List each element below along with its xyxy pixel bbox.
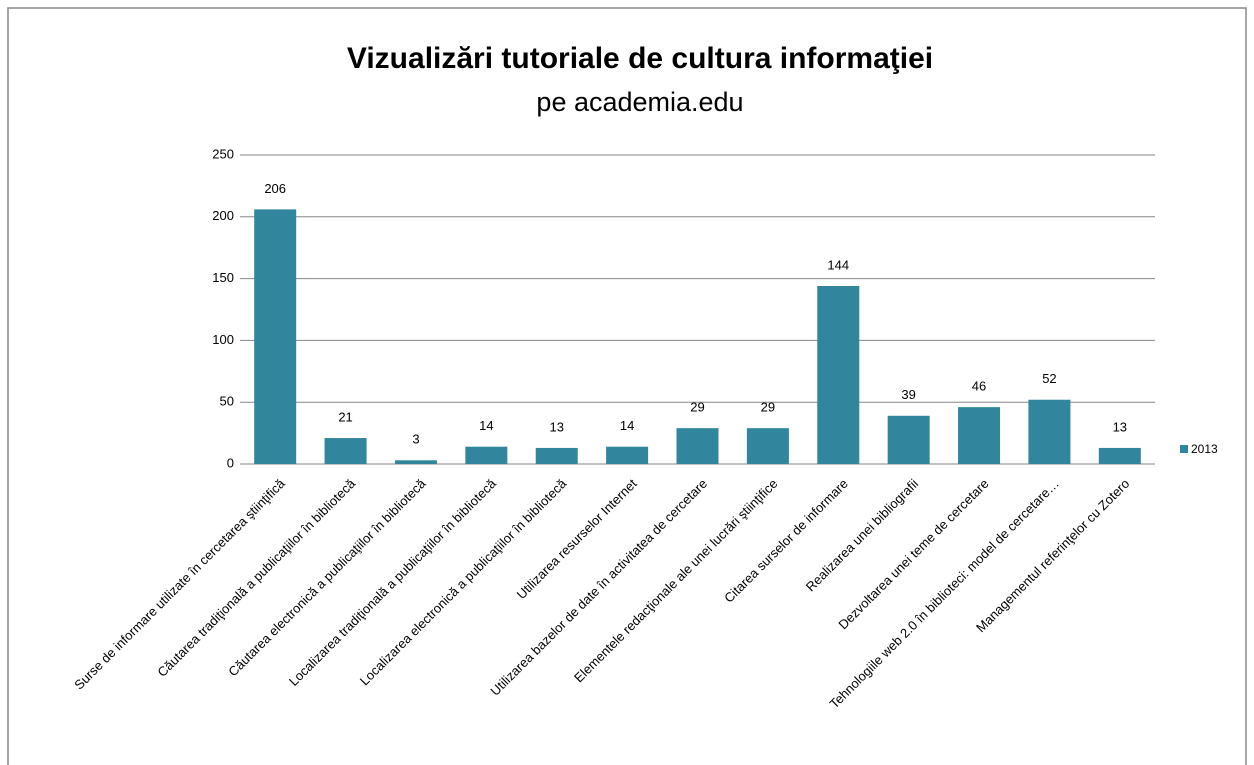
bar (1028, 399, 1071, 464)
value-label: 52 (1042, 371, 1056, 386)
value-label: 21 (338, 409, 352, 424)
bar (817, 286, 860, 464)
value-label: 39 (901, 387, 915, 402)
value-label: 144 (827, 257, 849, 272)
value-label: 13 (549, 419, 563, 434)
y-tick-label: 0 (227, 455, 234, 470)
bar (746, 428, 789, 464)
y-tick-label: 150 (212, 270, 234, 285)
value-label: 3 (412, 432, 419, 447)
bar (254, 209, 297, 464)
bar (606, 446, 649, 464)
bar (465, 446, 508, 464)
value-label: 29 (690, 400, 704, 415)
chart-subtitle: pe academia.edu (536, 87, 743, 117)
bar (324, 438, 367, 464)
bar (535, 447, 578, 464)
value-label: 13 (1113, 419, 1127, 434)
value-label: 206 (264, 181, 286, 196)
value-label: 14 (620, 418, 634, 433)
bar (887, 415, 930, 464)
value-label: 14 (479, 418, 493, 433)
y-tick-label: 250 (212, 146, 234, 161)
value-label: 46 (972, 379, 986, 394)
bar (958, 407, 1001, 464)
bar (1098, 447, 1141, 464)
value-label: 29 (761, 400, 775, 415)
chart-title: Vizualizări tutoriale de cultura informa… (347, 42, 933, 75)
legend-label: 2013 (1191, 442, 1218, 456)
chart-frame (7, 7, 1247, 765)
legend-swatch (1180, 445, 1188, 453)
bar (394, 460, 437, 464)
y-tick-label: 100 (212, 332, 234, 347)
bar (676, 428, 719, 464)
y-tick-label: 200 (212, 208, 234, 223)
y-tick-label: 50 (220, 394, 234, 409)
